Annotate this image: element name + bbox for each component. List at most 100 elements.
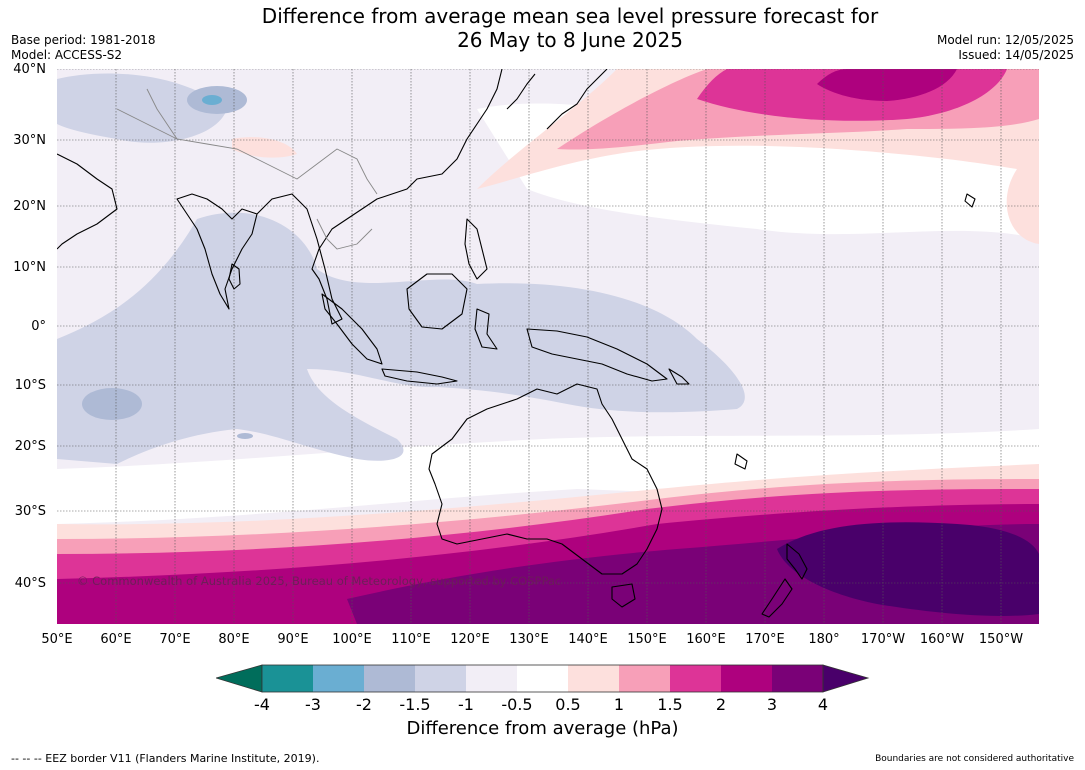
coast-philippines bbox=[464, 218, 488, 280]
colorbar-label: Difference from average (hPa) bbox=[406, 718, 679, 739]
colorbar-bin-3 bbox=[364, 665, 415, 692]
colorbar-bin-9 bbox=[670, 665, 721, 692]
model-run: Model run: 12/05/2025 bbox=[936, 33, 1074, 47]
coastlines bbox=[57, 69, 976, 618]
colorbar-bin-4 bbox=[415, 665, 466, 692]
border-asia bbox=[116, 108, 378, 195]
anomaly-patch-4 bbox=[237, 433, 253, 439]
lon-label-180: 180° bbox=[808, 632, 840, 647]
lat-label-10s: 10°S bbox=[14, 378, 46, 393]
coast-sumatra bbox=[321, 293, 383, 365]
coast-java bbox=[381, 368, 458, 385]
colorbar bbox=[216, 664, 870, 693]
lon-label-150e: 150°E bbox=[627, 632, 667, 647]
coast-india bbox=[176, 193, 258, 310]
negative-anomaly-indian-ocean bbox=[57, 212, 745, 464]
colorbar-bin-7 bbox=[568, 665, 619, 692]
lat-label-20s: 20°S bbox=[14, 439, 46, 454]
lon-label-170e: 170°E bbox=[745, 632, 785, 647]
chart-title: Difference from average mean sea level p… bbox=[0, 4, 1085, 52]
lon-label-170w: 170°W bbox=[860, 632, 906, 647]
colorbar-max-arrow bbox=[822, 664, 870, 693]
lon-label-80e: 80°E bbox=[218, 632, 250, 647]
colorbar-tick-8: 1 bbox=[613, 695, 625, 714]
colorbar-bin-10 bbox=[721, 665, 772, 692]
coast-arabia bbox=[57, 153, 118, 250]
lat-label-0: 0° bbox=[31, 319, 46, 334]
anomaly-patch-1 bbox=[82, 388, 142, 420]
eez-footnote: -- -- -- EEZ border V11 (Flanders Marine… bbox=[11, 752, 320, 765]
colorbar-tick-10: 2 bbox=[715, 695, 727, 714]
colorbar-bin-8 bbox=[619, 665, 670, 692]
lon-label-150w: 150°W bbox=[978, 632, 1024, 647]
lon-label-70e: 70°E bbox=[159, 632, 191, 647]
colorbar-tick-2: -3 bbox=[305, 695, 321, 714]
coast-se-asia bbox=[256, 69, 503, 325]
coast-borneo bbox=[406, 273, 468, 330]
lon-label-130e: 130°E bbox=[509, 632, 549, 647]
lat-label-30s: 30°S bbox=[14, 504, 46, 519]
lat-label-20n: 20°N bbox=[13, 199, 46, 214]
colorbar-min-arrow bbox=[216, 664, 263, 693]
lon-label-160w: 160°W bbox=[919, 632, 965, 647]
border-indochina bbox=[316, 218, 373, 250]
lat-label-40s: 40°S bbox=[14, 576, 46, 591]
colorbar-tick-9: 1.5 bbox=[657, 695, 683, 714]
border-afghanistan bbox=[146, 88, 178, 140]
coast-korea bbox=[506, 73, 536, 110]
meta-right: Model run: 12/05/2025 Issued: 14/05/2025 bbox=[937, 33, 1074, 63]
graticule bbox=[57, 69, 1039, 624]
lon-label-160e: 160°E bbox=[686, 632, 726, 647]
colorbar-bin-2 bbox=[313, 665, 364, 692]
coast-sri-lanka bbox=[228, 263, 241, 290]
lat-label-40n: 40°N bbox=[13, 62, 46, 77]
positive-anomaly-north-pacific-peak bbox=[817, 69, 957, 101]
issued-date: Issued: 14/05/2025 bbox=[958, 48, 1074, 62]
borders bbox=[116, 88, 378, 250]
colorbar-tick-4: -1.5 bbox=[399, 695, 431, 714]
colorbar-tick-11: 3 bbox=[766, 695, 778, 714]
base-period: Base period: 1981-2018 bbox=[11, 33, 156, 47]
lon-label-90e: 90°E bbox=[277, 632, 309, 647]
colorbar-tick-3: -2 bbox=[356, 695, 372, 714]
coast-tasmania bbox=[611, 583, 636, 608]
lon-label-110e: 110°E bbox=[391, 632, 431, 647]
boundaries-disclaimer: Boundaries are not considered authoritat… bbox=[875, 754, 1074, 764]
colorbar-bin-6 bbox=[517, 665, 568, 692]
title-line-1: Difference from average mean sea level p… bbox=[261, 4, 879, 28]
coast-new-guinea bbox=[526, 328, 668, 382]
colorbar-bin-1 bbox=[262, 665, 313, 692]
positive-anomaly-south-peak bbox=[777, 522, 1039, 616]
colorbar-tick-5: -1 bbox=[458, 695, 474, 714]
colorbar-frame bbox=[261, 664, 824, 693]
coast-nz-north bbox=[786, 543, 808, 580]
anomaly-patch-3 bbox=[202, 95, 222, 105]
coast-sulawesi bbox=[474, 308, 498, 350]
colorbar-tick-1: -4 bbox=[254, 695, 270, 714]
coast-japan bbox=[546, 69, 608, 130]
colorbar-bin-5 bbox=[466, 665, 517, 692]
lon-label-50e: 50°E bbox=[41, 632, 73, 647]
title-line-2: 26 May to 8 June 2025 bbox=[457, 28, 683, 52]
lon-label-120e: 120°E bbox=[450, 632, 490, 647]
coast-new-caledonia bbox=[734, 453, 748, 470]
map-panel bbox=[57, 69, 1039, 624]
model-name: Model: ACCESS-S2 bbox=[11, 48, 123, 62]
colorbar-tick-6: -0.5 bbox=[501, 695, 533, 714]
colorbar-bin-11 bbox=[772, 665, 823, 692]
lat-label-10n: 10°N bbox=[13, 260, 46, 275]
positive-anomaly-himalaya bbox=[232, 137, 297, 158]
lon-label-60e: 60°E bbox=[100, 632, 132, 647]
lon-label-100e: 100°E bbox=[332, 632, 372, 647]
coast-australia bbox=[428, 383, 663, 575]
negative-anomaly-central-asia bbox=[57, 73, 227, 143]
copyright-notice: © Commonwealth of Australia 2025, Bureau… bbox=[77, 574, 562, 588]
coast-solomon bbox=[668, 368, 690, 385]
lat-label-30n: 30°N bbox=[13, 133, 46, 148]
coast-hawaii bbox=[964, 193, 976, 208]
lon-label-140e: 140°E bbox=[568, 632, 608, 647]
coast-nz-south bbox=[761, 578, 793, 618]
neutral-band-south bbox=[57, 429, 1039, 524]
colorbar-tick-12: 4 bbox=[817, 695, 829, 714]
colorbar-tick-7: 0.5 bbox=[555, 695, 581, 714]
